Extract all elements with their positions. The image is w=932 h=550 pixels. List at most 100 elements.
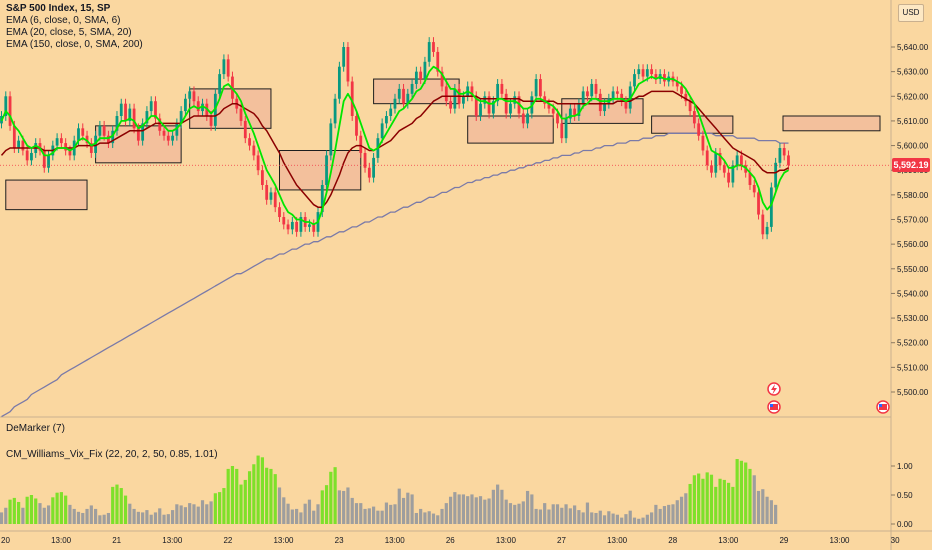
vix-bar (436, 515, 440, 524)
vix-bar (200, 500, 205, 524)
vix-bar (128, 503, 132, 524)
supply-demand-zones (5, 78, 881, 211)
vix-bar (205, 504, 209, 524)
vix-bar (551, 504, 555, 524)
vix-bar (543, 503, 547, 524)
vix-bar (419, 508, 423, 524)
vix-bar (731, 486, 735, 524)
candle-body (701, 135, 705, 151)
candle-body (55, 138, 59, 146)
vix-bar (247, 471, 252, 524)
candle-body (594, 83, 598, 94)
vix-bar (145, 510, 149, 524)
vix-bar (367, 508, 371, 524)
vix-fix-legend[interactable]: CM_Williams_Vix_Fix (22, 20, 2, 50, 0.85… (6, 449, 218, 460)
symbol-title[interactable]: S&P 500 Index, 15, SP (6, 3, 111, 14)
candle-body (410, 83, 414, 94)
vix-bar (423, 512, 427, 524)
us-flag-stripes-icon (770, 404, 778, 410)
vix-bar (748, 468, 752, 524)
ema-6-line (0, 65, 789, 226)
vix-bar (564, 504, 568, 524)
candle-body (641, 69, 645, 77)
vix-bar (568, 508, 572, 524)
vix-bar (192, 504, 196, 524)
vix-bar (560, 507, 564, 524)
time-tick-label: 22 (223, 536, 232, 545)
vix-bar (684, 493, 688, 524)
vix-bar (324, 485, 329, 524)
price-tick-label: 5,610.00 (897, 117, 929, 126)
candle-body (453, 88, 457, 109)
vix-bar (363, 508, 367, 524)
price-tick-label: 5,620.00 (897, 92, 929, 101)
candle-body (8, 96, 12, 126)
candle-body (581, 91, 585, 104)
candle-body (192, 91, 196, 102)
vix-bar (427, 511, 431, 524)
vix-bar (256, 455, 260, 524)
candle-body (201, 103, 204, 112)
vix-bar (744, 462, 748, 524)
vix-bar (534, 508, 538, 524)
candle-body (128, 108, 132, 121)
time-axis[interactable]: 20 13:00 21 13:00 22 13:00 23 13:00 26 13:00 27 13:… (1, 536, 900, 545)
price-axis[interactable]: 5,640.00 5,630.00 5,620.00 5,610.00 5,600.00… (891, 43, 929, 397)
vix-bar (410, 494, 414, 524)
vix-bar (521, 501, 525, 524)
currency-button[interactable]: USD (898, 4, 924, 22)
vix-bar (508, 503, 513, 524)
price-tick-label: 5,560.00 (897, 240, 929, 249)
candle-body (556, 113, 559, 124)
vix-bar (393, 504, 397, 524)
candle-body (675, 81, 679, 87)
candle-body (188, 91, 192, 99)
vix-bar (141, 512, 145, 524)
vix-axis: 1.00 0.50 0.00 (891, 462, 913, 529)
vix-bar (218, 492, 222, 524)
vix-bar (658, 508, 662, 524)
vix-bar (739, 460, 744, 524)
candle-body (30, 152, 33, 161)
candle-body (564, 118, 568, 139)
candle-body (500, 83, 504, 94)
ema-6-legend[interactable]: EMA (6, close, 0, SMA, 6) (6, 15, 121, 26)
candle-body (115, 116, 119, 131)
candle-body (325, 155, 328, 185)
candle-body (590, 83, 594, 97)
candle-body (218, 74, 222, 94)
vix-bar (585, 502, 590, 524)
candle-body (543, 96, 547, 104)
candle-body (333, 98, 337, 124)
vix-bar (722, 479, 726, 524)
candle-body (94, 135, 97, 153)
vix-bar (632, 517, 637, 524)
candle-body (436, 51, 440, 72)
event-icons[interactable] (767, 382, 890, 414)
vix-bar (769, 500, 773, 524)
candle-body (4, 96, 8, 116)
candle-body (269, 192, 273, 200)
candle-body (389, 108, 393, 116)
candle-body (513, 96, 517, 104)
vix-bar (645, 514, 649, 524)
candle-body (397, 88, 401, 99)
vix-bar (307, 499, 312, 524)
vix-bar (98, 515, 102, 524)
vix-bar (547, 509, 551, 524)
vix-bar (51, 497, 55, 524)
candle-body (414, 71, 418, 84)
vix-bar (637, 518, 641, 524)
vix-bar (64, 495, 68, 524)
vix-bar (573, 505, 577, 524)
ema-150-legend[interactable]: EMA (150, close, 0, SMA, 200) (6, 39, 143, 50)
demarker-legend[interactable]: DeMarker (7) (6, 423, 65, 434)
ema-20-legend[interactable]: EMA (20, close, 5, SMA, 20) (6, 27, 132, 38)
candle-body (21, 140, 25, 151)
candle-body (688, 101, 692, 112)
vix-bar (179, 505, 183, 524)
vix-bar (478, 496, 483, 524)
candle-body (252, 145, 256, 156)
time-tick-label: 26 (446, 536, 455, 545)
